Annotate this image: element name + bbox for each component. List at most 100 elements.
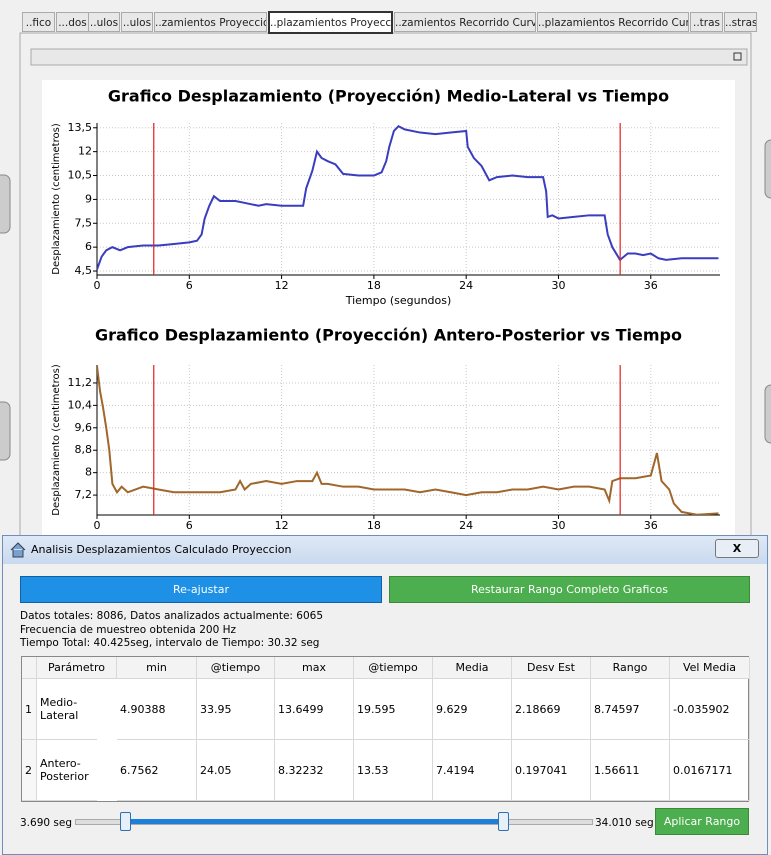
readjust-button[interactable]: Re-ajustar xyxy=(20,576,382,603)
y-tick-label: 9 xyxy=(85,192,92,205)
column-header: @tiempo xyxy=(354,657,433,679)
y-tick-label: 10,5 xyxy=(68,169,93,182)
table-cell: Antero-Posterior xyxy=(37,740,97,801)
column-header: Desv Est xyxy=(512,657,591,679)
y-tick-label: 8 xyxy=(85,466,92,479)
table-cell: 9.629 xyxy=(433,679,512,740)
x-tick-label: 12 xyxy=(275,519,289,532)
x-tick-label: 24 xyxy=(459,519,473,532)
x-tick-label: 0 xyxy=(94,279,101,292)
table-cell: 0.0167171 xyxy=(670,740,750,801)
data-line xyxy=(97,124,719,270)
chart-title: Grafico Desplazamiento (Proyección) Medi… xyxy=(108,87,669,106)
range-end: 34.010 seg xyxy=(595,817,654,829)
slider-handle[interactable] xyxy=(498,812,509,831)
tab[interactable]: ..zamientos Proyección xyxy=(154,12,267,32)
table-corner xyxy=(22,657,37,679)
x-tick-label: 30 xyxy=(551,279,565,292)
tab[interactable]: ..tras xyxy=(690,12,723,32)
x-tick-label: 0 xyxy=(94,519,101,532)
home-icon xyxy=(10,542,26,558)
column-header: min xyxy=(117,657,197,679)
x-tick-label: 30 xyxy=(551,519,565,532)
x-tick-label: 24 xyxy=(459,279,473,292)
info-line: Datos totales: 8086, Datos analizados ac… xyxy=(20,610,323,622)
dialog-titlebar: Analisis Desplazamientos Calculado Proye… xyxy=(3,536,767,564)
chart-title: Grafico Desplazamiento (Proyección) Ante… xyxy=(95,326,682,345)
table-cell: 33.95 xyxy=(197,679,275,740)
table-cell: 8.74597 xyxy=(591,679,670,740)
y-tick-label: 12 xyxy=(78,145,92,158)
y-tick-label: 13,5 xyxy=(68,121,93,134)
x-tick-label: 6 xyxy=(186,519,193,532)
x-tick-label: 36 xyxy=(644,519,658,532)
slider-range xyxy=(125,819,503,824)
table-cell: 19.595 xyxy=(354,679,433,740)
y-tick-label: 10,4 xyxy=(68,398,93,411)
dialog-title: Analisis Desplazamientos Calculado Proye… xyxy=(31,543,292,556)
table-cell: 6.7562 xyxy=(117,740,197,801)
close-button[interactable]: X xyxy=(715,539,759,558)
data-line xyxy=(97,365,719,515)
table-cell: 0.197041 xyxy=(512,740,591,801)
table-cell: 4.90388 xyxy=(117,679,197,740)
x-tick-label: 6 xyxy=(186,279,193,292)
dialog: Analisis Desplazamientos Calculado Proye… xyxy=(2,535,768,855)
column-header: Media xyxy=(433,657,512,679)
results-table: Parámetro min @tiempo max @tiempo Media Desv E… xyxy=(21,656,750,802)
info-line: Tiempo Total: 40.425seg, intervalo de Ti… xyxy=(20,637,320,649)
column-header: @tiempo xyxy=(197,657,275,679)
restore-button[interactable]: Restaurar Rango Completo Graficos xyxy=(389,576,750,603)
range-start: 3.690 seg xyxy=(20,817,72,829)
y-tick-label: 9,6 xyxy=(75,421,93,434)
toolbar xyxy=(30,48,748,66)
table-cell: 24.05 xyxy=(197,740,275,801)
tab[interactable]: ..zamientos Recorrido Curvo xyxy=(394,12,536,32)
tab[interactable]: ..plazamientos Proyecciór xyxy=(268,11,393,34)
x-tick-label: 18 xyxy=(367,279,381,292)
y-tick-label: 11,2 xyxy=(68,376,93,389)
tab[interactable]: ..plazamientos Recorrido Curvo xyxy=(537,12,689,32)
side-handle xyxy=(764,139,771,199)
side-handle xyxy=(0,401,11,461)
tab[interactable]: ..ulos xyxy=(121,12,153,32)
table-cell: 2.18669 xyxy=(512,679,591,740)
y-tick-label: 6 xyxy=(85,240,92,253)
table-cell: 8.32232 xyxy=(275,740,354,801)
y-tick-label: 7,2 xyxy=(75,488,93,501)
info-line: Frecuencia de muestreo obtenida 200 Hz xyxy=(20,624,236,636)
side-handle xyxy=(0,174,11,234)
y-tick-label: 4,5 xyxy=(75,264,93,277)
table-cell: 13.53 xyxy=(354,740,433,801)
restore-icon[interactable] xyxy=(733,52,742,61)
column-header: Rango xyxy=(591,657,670,679)
tab[interactable]: ..stras xyxy=(724,12,757,32)
y-tick-label: 7,5 xyxy=(75,216,93,229)
x-tick-label: 12 xyxy=(275,279,289,292)
column-header: Vel Media xyxy=(670,657,750,679)
plot-canvas xyxy=(42,80,735,545)
y-tick-label: 8,8 xyxy=(75,443,93,456)
tab[interactable]: ..fico xyxy=(22,12,55,32)
y-axis-label: Desplazamiento (centimetros) xyxy=(51,364,62,516)
slider-handle[interactable] xyxy=(120,812,131,831)
side-handle xyxy=(764,384,771,444)
y-axis-label: Desplazamiento (centimetros) xyxy=(51,123,62,275)
tab[interactable]: ..ulos xyxy=(88,12,120,32)
tab[interactable]: ...dos xyxy=(56,12,89,32)
row-header: 1 xyxy=(22,679,37,740)
table-cell: 7.4194 xyxy=(433,740,512,801)
table-cell: 1.56611 xyxy=(591,740,670,801)
x-tick-label: 18 xyxy=(367,519,381,532)
apply-button[interactable]: Aplicar Rango xyxy=(655,808,749,835)
table-cell: 13.6499 xyxy=(275,679,354,740)
column-header: max xyxy=(275,657,354,679)
table-cell: -0.035902 xyxy=(670,679,750,740)
x-axis-label: Tiempo (segundos) xyxy=(345,294,452,307)
x-tick-label: 36 xyxy=(644,279,658,292)
table-cell: Medio-Lateral xyxy=(37,679,97,740)
column-header: Parámetro xyxy=(37,657,117,679)
row-header: 2 xyxy=(22,740,37,801)
